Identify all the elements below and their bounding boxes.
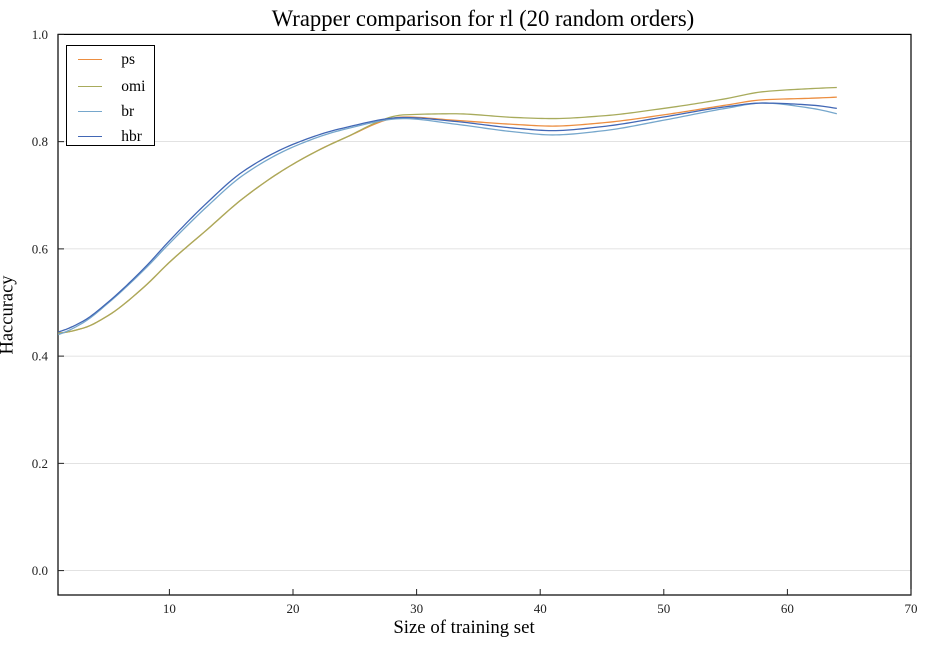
svg-text:60: 60 xyxy=(781,601,794,616)
svg-text:40: 40 xyxy=(534,601,547,616)
svg-text:50: 50 xyxy=(657,601,670,616)
svg-text:0.6: 0.6 xyxy=(32,241,49,256)
svg-text:0.0: 0.0 xyxy=(32,563,48,578)
svg-text:0.4: 0.4 xyxy=(32,349,49,364)
svg-text:10: 10 xyxy=(163,601,176,616)
svg-text:30: 30 xyxy=(410,601,423,616)
svg-text:20: 20 xyxy=(287,601,300,616)
svg-text:70: 70 xyxy=(905,601,918,616)
svg-text:0.2: 0.2 xyxy=(32,456,48,471)
svg-text:0.8: 0.8 xyxy=(32,134,48,149)
